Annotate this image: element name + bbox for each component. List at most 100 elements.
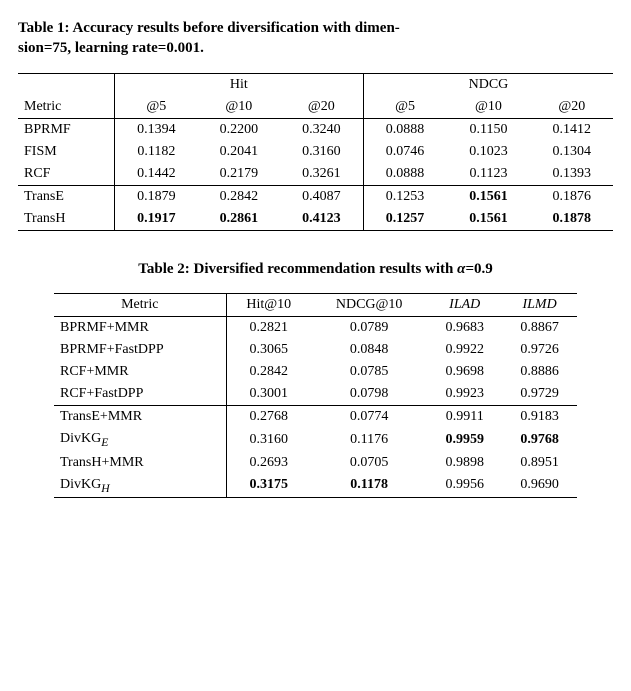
cell-n20: 0.1412 [531,118,613,141]
cell-ilad: 0.9698 [427,361,502,383]
cell-hit: 0.2842 [226,361,311,383]
cell-h20: 0.4087 [280,185,363,208]
cell-ndcg: 0.0785 [311,361,427,383]
table1-group-hit: Hit [198,73,280,96]
row-name: BPRMF+FastDPP [54,339,226,361]
cell-hit: 0.3001 [226,383,311,406]
row-name: TransH+MMR [54,452,226,474]
cell-h5: 0.1442 [115,163,198,186]
cell-ndcg: 0.0798 [311,383,427,406]
cell-hit: 0.2821 [226,316,311,339]
cell-h10: 0.2842 [198,185,280,208]
table1-col-n10: @10 [446,96,530,119]
cell-n5: 0.1257 [363,208,446,231]
table1-metric-label: Metric [18,96,115,119]
table-row: TransH0.19170.28610.41230.12570.15610.18… [18,208,613,231]
table-row: BPRMF+FastDPP0.30650.08480.99220.9726 [54,339,577,361]
cell-h5: 0.1394 [115,118,198,141]
cell-h20: 0.3240 [280,118,363,141]
row-name: RCF [18,163,115,186]
cell-n5: 0.1253 [363,185,446,208]
cell-n5: 0.0746 [363,141,446,163]
cell-ilmd: 0.9768 [502,428,577,452]
cell-ilad: 0.9923 [427,383,502,406]
row-name: RCF+FastDPP [54,383,226,406]
cell-ndcg: 0.0789 [311,316,427,339]
table-row: TransE+MMR0.27680.07740.99110.9183 [54,405,577,428]
cell-h10: 0.2179 [198,163,280,186]
table-row: TransE0.18790.28420.40870.12530.15610.18… [18,185,613,208]
cell-h5: 0.1879 [115,185,198,208]
row-name: BPRMF+MMR [54,316,226,339]
table1-caption-line2: sion=75, learning rate=0.001. [18,40,204,56]
table-row: DivKGH0.31750.11780.99560.9690 [54,474,577,498]
table1-col-h5: @5 [115,96,198,119]
table2-col-ilmd: ILMD [502,293,577,316]
table1-col-h20: @20 [280,96,363,119]
table2-caption-suffix: =0.9 [465,261,492,277]
table2-metric-label: Metric [54,293,226,316]
cell-n20: 0.1876 [531,185,613,208]
cell-n10: 0.1023 [446,141,530,163]
table2-col-ndcg10: NDCG@10 [311,293,427,316]
cell-n10: 0.1561 [446,185,530,208]
cell-h5: 0.1917 [115,208,198,231]
cell-hit: 0.2693 [226,452,311,474]
row-name: RCF+MMR [54,361,226,383]
cell-n10: 0.1123 [446,163,530,186]
cell-ilad: 0.9911 [427,405,502,428]
cell-n20: 0.1878 [531,208,613,231]
table1-col-h10: @10 [198,96,280,119]
table2-col-hit10: Hit@10 [226,293,311,316]
table-row: RCF+FastDPP0.30010.07980.99230.9729 [54,383,577,406]
table-row: FISM0.11820.20410.31600.07460.10230.1304 [18,141,613,163]
cell-n10: 0.1561 [446,208,530,231]
cell-ilmd: 0.9183 [502,405,577,428]
cell-h20: 0.3160 [280,141,363,163]
row-name: FISM [18,141,115,163]
cell-ndcg: 0.1176 [311,428,427,452]
cell-ndcg: 0.0705 [311,452,427,474]
cell-ilmd: 0.8951 [502,452,577,474]
row-name: TransH [18,208,115,231]
cell-ndcg: 0.1178 [311,474,427,498]
table1-caption: Table 1: Accuracy results before diversi… [18,18,613,59]
table-row: BPRMF+MMR0.28210.07890.96830.8867 [54,316,577,339]
cell-n10: 0.1150 [446,118,530,141]
cell-n20: 0.1393 [531,163,613,186]
cell-ilmd: 0.9729 [502,383,577,406]
cell-h10: 0.2041 [198,141,280,163]
table-row: DivKGE0.31600.11760.99590.9768 [54,428,577,452]
cell-n20: 0.1304 [531,141,613,163]
cell-h20: 0.3261 [280,163,363,186]
cell-hit: 0.3160 [226,428,311,452]
cell-h20: 0.4123 [280,208,363,231]
cell-h10: 0.2200 [198,118,280,141]
cell-n5: 0.0888 [363,163,446,186]
table1: Hit NDCG Metric @5 @10 @20 @5 @10 @20 BP… [18,73,613,231]
cell-ilad: 0.9959 [427,428,502,452]
cell-ilmd: 0.8886 [502,361,577,383]
cell-h5: 0.1182 [115,141,198,163]
row-name: DivKGE [54,428,226,452]
table2-caption-prefix: Table 2: Diversified recommendation resu… [138,261,457,277]
cell-hit: 0.3175 [226,474,311,498]
cell-ndcg: 0.0848 [311,339,427,361]
cell-n5: 0.0888 [363,118,446,141]
row-name: DivKGH [54,474,226,498]
row-name: BPRMF [18,118,115,141]
row-name: TransE+MMR [54,405,226,428]
table2: Metric Hit@10 NDCG@10 ILAD ILMD BPRMF+MM… [54,293,577,499]
row-name: TransE [18,185,115,208]
table2-caption: Table 2: Diversified recommendation resu… [18,259,613,279]
table-row: TransH+MMR0.26930.07050.98980.8951 [54,452,577,474]
cell-ilad: 0.9956 [427,474,502,498]
table-row: RCF0.14420.21790.32610.08880.11230.1393 [18,163,613,186]
cell-ilad: 0.9683 [427,316,502,339]
cell-hit: 0.2768 [226,405,311,428]
table-row: BPRMF0.13940.22000.32400.08880.11500.141… [18,118,613,141]
cell-ilad: 0.9922 [427,339,502,361]
cell-ndcg: 0.0774 [311,405,427,428]
table1-caption-line1: Table 1: Accuracy results before diversi… [18,20,400,36]
cell-ilad: 0.9898 [427,452,502,474]
